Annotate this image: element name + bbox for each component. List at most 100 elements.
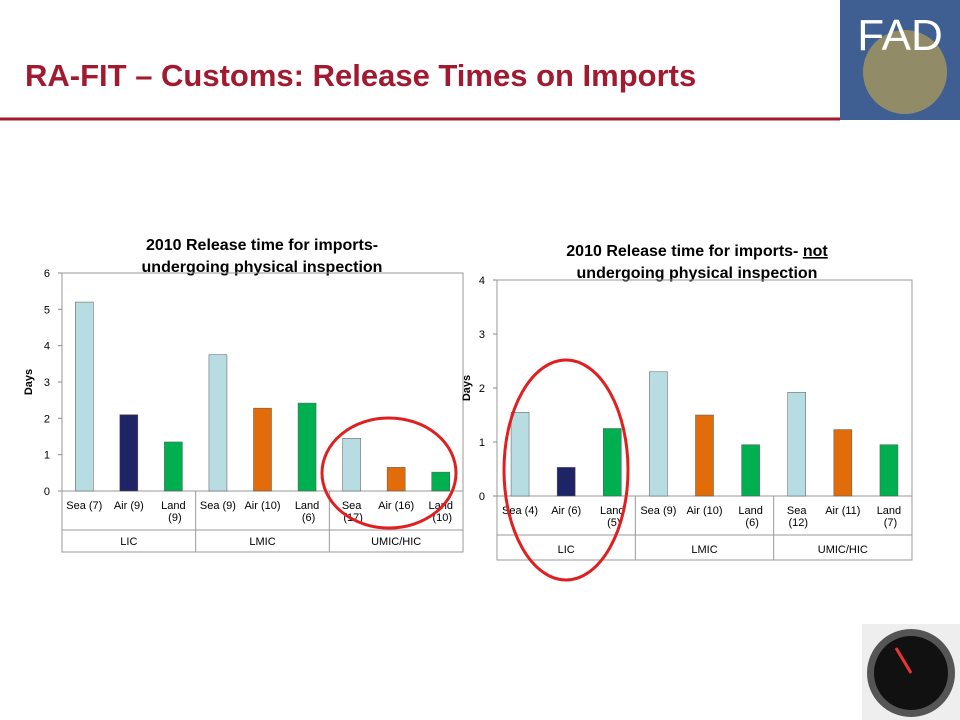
x-tick-label-line: Sea (4)	[502, 505, 538, 517]
highlight-circle	[320, 416, 458, 530]
logo-text: FAD	[857, 11, 943, 60]
x-tick-label-line: (6)	[742, 517, 759, 529]
x-tick-label-line: (5)	[604, 517, 621, 529]
chart-title-line2: undergoing physical inspection	[577, 265, 818, 282]
chart-title-part: 2010 Release time for imports-	[146, 237, 378, 254]
group-label: LMIC	[249, 536, 275, 548]
x-tick-label-line: (6)	[299, 512, 316, 524]
group-label: UMIC/HIC	[371, 536, 421, 548]
x-tick-label-line: Land	[600, 505, 624, 517]
bar	[342, 438, 361, 492]
x-tick-label-line: Sea (9)	[640, 505, 676, 517]
bar	[649, 371, 668, 497]
y-axis-label: Days	[23, 369, 35, 395]
y-tick-label: 3	[44, 377, 50, 389]
chart-title: 2010 Release time for imports- not	[566, 243, 828, 260]
bar	[386, 467, 406, 492]
bar	[879, 444, 899, 497]
highlight-circle	[502, 358, 630, 582]
x-tick-label: Land (9)	[161, 500, 185, 524]
x-tick-label-line: Sea	[787, 505, 807, 517]
x-tick-label-line: Air (10)	[686, 505, 722, 517]
y-tick-label: 4	[479, 275, 485, 287]
x-tick-label: Land (5)	[600, 505, 624, 529]
gauge-needle	[894, 647, 913, 674]
y-tick-label: 2	[479, 383, 485, 395]
x-tick-label-line: (12)	[785, 517, 808, 529]
chart: 2010 Release time for imports- not underg…	[461, 243, 913, 561]
y-tick-label: 6	[44, 268, 50, 280]
bar	[208, 354, 228, 492]
x-tick-label-line: Sea (7)	[66, 500, 102, 512]
x-tick-label-line: Air (6)	[551, 505, 581, 517]
x-tick-label: Land (7)	[877, 505, 901, 529]
x-tick-label-line: Air (10)	[244, 500, 280, 512]
bar	[787, 392, 806, 497]
bar	[253, 407, 272, 492]
gauge	[862, 624, 960, 720]
logo-seal	[863, 30, 947, 114]
y-tick-label: 4	[44, 341, 50, 353]
x-tick-label: Air (6)	[551, 505, 581, 517]
bar	[833, 429, 853, 497]
y-tick-label: 2	[44, 413, 50, 425]
x-tick-label: Air (11)	[825, 505, 860, 517]
bar	[741, 444, 760, 497]
x-tick-label-line: Land	[877, 505, 901, 517]
chart-title: 2010 Release time for imports-	[146, 237, 378, 254]
x-tick-label: Sea (7)	[66, 500, 102, 512]
x-tick-label: Sea (4)	[502, 505, 538, 517]
bar	[603, 428, 622, 497]
chart-title-line2: undergoing physical inspection	[142, 259, 383, 276]
x-tick-label-line: Sea	[342, 500, 362, 512]
y-tick-label: 0	[479, 491, 485, 503]
y-axis-label: Days	[461, 375, 473, 401]
bar	[510, 412, 530, 497]
plot-frame	[61, 272, 464, 553]
group-label: LIC	[120, 536, 137, 548]
y-tick-label: 5	[44, 304, 50, 316]
x-tick-label-line: Land	[161, 500, 185, 512]
x-tick-label-line: Air (16)	[378, 500, 414, 512]
bar	[695, 414, 714, 497]
y-tick-label: 0	[44, 486, 50, 498]
group-label: UMIC/HIC	[818, 544, 868, 556]
group-label: LMIC	[691, 544, 717, 556]
x-tick-label: Air (10)	[244, 500, 280, 512]
x-tick-label-line: Air (11)	[825, 505, 860, 517]
y-tick-label: 3	[479, 329, 485, 341]
slide-title: RA-FIT – Customs: Release Times on Impor…	[25, 58, 696, 93]
bar	[556, 467, 576, 497]
x-tick-label: Air (10)	[686, 505, 722, 517]
y-tick-label: 1	[479, 437, 485, 449]
x-tick-label-line: Air (9)	[114, 500, 144, 512]
x-tick-label: Sea (12)	[785, 505, 808, 529]
x-tick-label: Land (6)	[295, 500, 319, 524]
x-tick-label-line: (7)	[881, 517, 898, 529]
bar	[119, 414, 139, 492]
y-tick-label: 1	[44, 450, 50, 462]
x-tick-label-line: Sea (9)	[200, 500, 236, 512]
chart-title-part: 2010 Release time for imports-	[566, 243, 803, 260]
chart-title-emphasis: not	[803, 243, 829, 260]
bar	[164, 441, 183, 492]
x-tick-label: Sea (9)	[640, 505, 676, 517]
chart: 2010 Release time for imports-undergoing…	[23, 237, 464, 553]
bar	[431, 471, 450, 492]
x-tick-label: Land (10)	[428, 500, 452, 524]
x-tick-label-line: Land	[295, 500, 319, 512]
bar	[297, 402, 317, 492]
bar	[75, 301, 94, 492]
plot-frame	[496, 279, 913, 561]
x-tick-label: Sea (9)	[200, 500, 236, 512]
group-label: LIC	[558, 544, 575, 556]
x-tick-label: Air (9)	[114, 500, 144, 512]
x-tick-label-line: Land	[738, 505, 762, 517]
x-tick-label: Air (16)	[378, 500, 414, 512]
logo: FAD	[840, 0, 960, 120]
x-tick-label-line: (10)	[429, 512, 452, 524]
x-tick-label: Land (6)	[738, 505, 762, 529]
x-tick-label-line: (9)	[165, 512, 182, 524]
